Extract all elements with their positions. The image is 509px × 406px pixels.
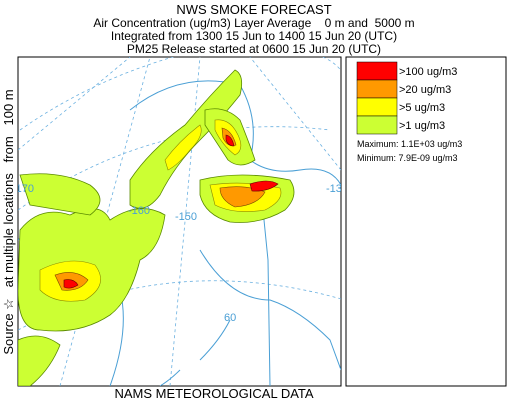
legend-maximum: Maximum: 1.1E+03 ug/m3 xyxy=(357,139,462,149)
legend-swatch xyxy=(356,79,398,99)
subtitle: Integrated from 1300 15 Jun to 1400 15 J… xyxy=(111,29,397,43)
legend-label: >100 ug/m3 xyxy=(399,66,457,78)
parallel xyxy=(19,57,341,131)
map: -170 -160 -150 -130 60 xyxy=(12,56,348,387)
meridian xyxy=(18,57,131,151)
meridian xyxy=(249,57,341,171)
map-label: -160 xyxy=(128,205,150,217)
map-label: -150 xyxy=(175,211,197,223)
legend-label: >1 ug/m3 xyxy=(399,120,445,132)
subtitle: PM25 Release started at 0600 15 Jun 20 (… xyxy=(127,42,381,56)
legend: Maximum: 1.1E+03 ug/m3 Minimum: 7.9E-09 … xyxy=(345,56,507,387)
legend-label: >20 ug/m3 xyxy=(399,84,451,96)
border xyxy=(261,199,271,386)
coastline xyxy=(159,319,231,386)
meridian xyxy=(169,57,201,386)
title: NWS SMOKE FORECAST xyxy=(176,2,331,17)
smoke xyxy=(18,69,295,386)
map-label: 60 xyxy=(224,312,236,324)
legend-swatch xyxy=(356,97,398,117)
legend-minimum: Minimum: 7.9E-09 ug/m3 xyxy=(357,153,458,163)
legend-swatch xyxy=(356,115,398,135)
footer: NAMS METEOROLOGICAL DATA xyxy=(114,386,313,401)
map-label: -130 xyxy=(326,183,348,195)
subtitle: Air Concentration (ug/m3) Layer Average … xyxy=(93,16,414,30)
coastline xyxy=(129,80,341,186)
coastline xyxy=(199,249,341,371)
legend-swatch xyxy=(356,61,398,81)
side-label: Source ☆ at multiple locations from 100 … xyxy=(1,89,16,354)
legend-label: >5 ug/m3 xyxy=(399,102,445,114)
map-label: -170 xyxy=(12,183,34,195)
